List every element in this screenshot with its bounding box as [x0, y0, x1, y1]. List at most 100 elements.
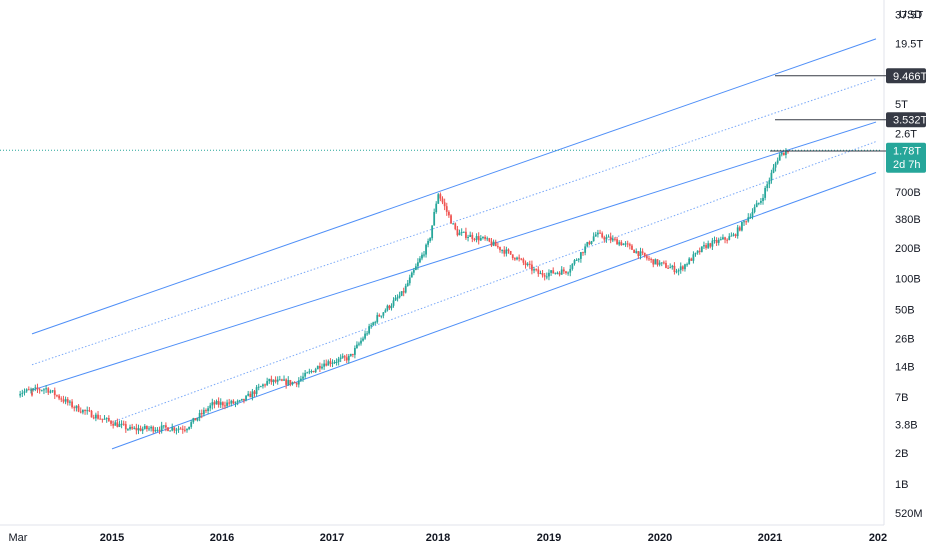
candle-body [675, 271, 678, 273]
candle-body [548, 272, 550, 277]
candle-body [99, 418, 102, 420]
time-tick-label: 202 [869, 532, 887, 544]
candle-body [486, 238, 489, 240]
candle-body [648, 258, 650, 260]
candle-body [707, 243, 710, 248]
candle-body [158, 429, 161, 431]
candle-body [71, 401, 73, 408]
candle-body [234, 402, 237, 404]
candle-body [347, 355, 350, 361]
candle-body [698, 250, 701, 252]
candle-body [112, 423, 115, 426]
candle-body [552, 270, 555, 274]
candle-body [524, 262, 527, 266]
candle-body [116, 422, 119, 427]
candle-body [650, 258, 653, 260]
candle-body [198, 413, 201, 419]
candle-body [101, 418, 104, 420]
candle-body [505, 249, 508, 254]
badge-value: 3.532T [893, 115, 928, 127]
candle-body [452, 223, 455, 225]
candle-body [541, 273, 544, 276]
candle-body [588, 242, 591, 245]
candle-body [609, 236, 612, 241]
dotted-midline-1[interactable] [31, 78, 877, 366]
candle-body [118, 424, 121, 427]
candle-body [343, 356, 346, 358]
candle-body [75, 405, 78, 409]
candle-body [30, 389, 32, 391]
candle-body [382, 312, 385, 316]
badge-bg [886, 68, 926, 84]
candle-body [475, 236, 478, 240]
candle-body [364, 333, 366, 339]
candle-body [402, 291, 405, 293]
candle-body [335, 361, 338, 363]
candle-body [539, 273, 542, 275]
candle-body [410, 272, 413, 278]
channel-lines-layer [0, 38, 882, 450]
badge-bg [886, 112, 926, 128]
candle-body [318, 365, 321, 369]
candle-body [392, 300, 395, 306]
candle-body [782, 152, 785, 155]
candle-body [445, 206, 448, 212]
candle-body [501, 249, 504, 251]
candle-body [360, 340, 362, 344]
candle-body [376, 315, 379, 323]
candle-body [556, 272, 559, 274]
channel-line-2[interactable] [31, 121, 877, 391]
candle-body [511, 254, 514, 259]
candle-body [562, 269, 565, 272]
candle-body [518, 257, 521, 259]
price-badge-1.78T: 1.78T 2d 7h [886, 142, 926, 173]
channel-line-1[interactable] [31, 38, 877, 335]
candle-body [339, 357, 342, 359]
candle-body [32, 388, 35, 390]
price-tick-label: 19.5T [895, 39, 923, 51]
candle-body [150, 426, 153, 429]
candle-body [345, 357, 348, 361]
candle-body [378, 315, 381, 317]
candle-body [386, 305, 389, 311]
candle-body [582, 252, 584, 254]
candle-body [592, 236, 595, 242]
candle-body [535, 269, 538, 271]
candle-body [272, 379, 275, 383]
price-axis[interactable]: 37.5T 19.5T 5T 2.6T 700B 380B 200B 100B 50B 26B 14… [883, 0, 923, 525]
candle-body [509, 250, 512, 255]
dotted-midline-2[interactable] [111, 141, 877, 423]
candle-body [780, 152, 783, 155]
candle-body [228, 402, 231, 404]
candle-body [224, 405, 226, 407]
candle-body [573, 260, 576, 264]
candle-body [388, 305, 391, 309]
candle-body [302, 376, 304, 379]
time-axis[interactable]: Mar 2015 2016 2017 2018 2019 2020 2021 202 [0, 524, 887, 544]
price-badge-9.466T: 9.466T [775, 68, 928, 84]
time-tick-label: 2018 [426, 532, 450, 544]
candle-body [264, 384, 266, 386]
candle-body [221, 402, 224, 406]
candle-body [477, 236, 480, 241]
candle-body [607, 236, 610, 238]
candle-body [274, 379, 277, 382]
candle-body [43, 389, 45, 391]
candle-body [192, 418, 195, 423]
candle-body [291, 382, 294, 385]
candle-body [590, 241, 593, 245]
candle-body [353, 348, 356, 355]
candle-body [240, 398, 243, 401]
candle-body [79, 411, 82, 413]
candle-body [86, 410, 89, 412]
candle-body [601, 233, 604, 238]
candle-body [368, 326, 371, 334]
candle-body [110, 420, 112, 424]
candle-body [213, 402, 216, 405]
candle-body [569, 268, 572, 273]
candle-body [443, 202, 446, 207]
candle-body [513, 258, 516, 260]
candle-body [522, 259, 525, 263]
